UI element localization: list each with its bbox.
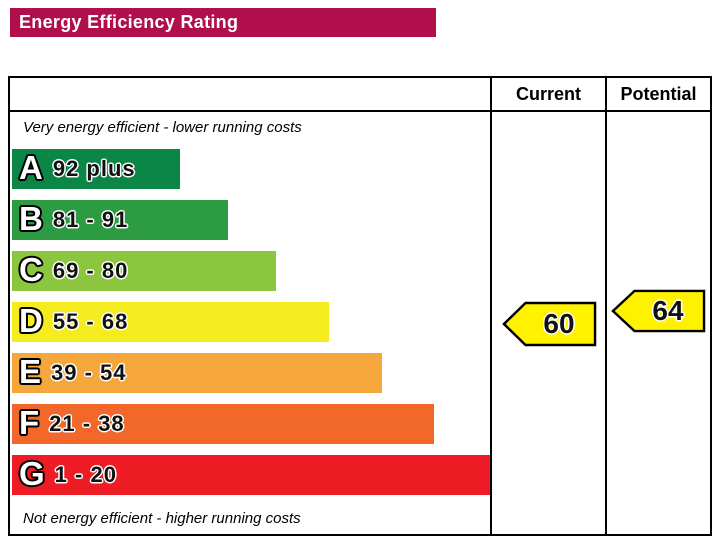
rating-arrow-shape (502, 301, 597, 347)
potential-rating-value: 64 (652, 295, 684, 326)
band-D: D 55 - 68 (12, 302, 329, 342)
band-range: 69 - 80 (52, 258, 129, 283)
header-cell-chart (10, 78, 492, 110)
band-letter: D (19, 302, 43, 339)
header-bar: Energy Efficiency Rating (10, 8, 436, 37)
current-rating-value: 60 (543, 308, 575, 339)
band-letter: E (19, 353, 42, 390)
band-range: 81 - 91 (52, 207, 129, 232)
table-header-row: Current Potential (10, 78, 710, 112)
band-F: F 21 - 38 (12, 404, 435, 444)
band-E: E 39 - 54 (12, 353, 382, 393)
potential-column: 64 (607, 112, 710, 534)
band-letter: B (19, 200, 43, 237)
potential-rating-arrow: 64 (611, 289, 706, 333)
current-rating-arrow: 60 (502, 301, 597, 347)
page-title: Energy Efficiency Rating (19, 12, 239, 32)
band-range: 39 - 54 (51, 360, 127, 385)
band-letter: C (19, 251, 43, 288)
epc-rating-table: Current Potential Very energy efficient … (8, 76, 712, 536)
header-cell-potential: Potential (620, 83, 697, 104)
band-G: G 1 - 20 (12, 455, 490, 495)
current-column: 60 (492, 112, 607, 534)
rating-arrow-svg (502, 301, 597, 347)
bottom-note: Not energy efficient - higher running co… (23, 510, 301, 527)
band-A: A 92 plus (12, 149, 180, 189)
band-range: 92 plus (52, 156, 136, 181)
band-letter: F (19, 404, 40, 441)
band-letter: G (19, 455, 45, 492)
band-C: C 69 - 80 (12, 251, 276, 291)
band-range: 55 - 68 (52, 309, 129, 334)
band-range: 21 - 38 (49, 411, 125, 436)
table-body-row: Very energy efficient - lower running co… (10, 112, 710, 534)
rating-scale-column: Very energy efficient - lower running co… (10, 112, 492, 534)
rating-arrow-shape (611, 289, 706, 333)
rating-arrow-svg (611, 289, 706, 333)
band-range: 1 - 20 (54, 462, 117, 487)
header-cell-current: Current (492, 78, 607, 110)
top-note: Very energy efficient - lower running co… (23, 119, 302, 136)
band-letter: A (19, 149, 43, 186)
band-B: B 81 - 91 (12, 200, 228, 240)
